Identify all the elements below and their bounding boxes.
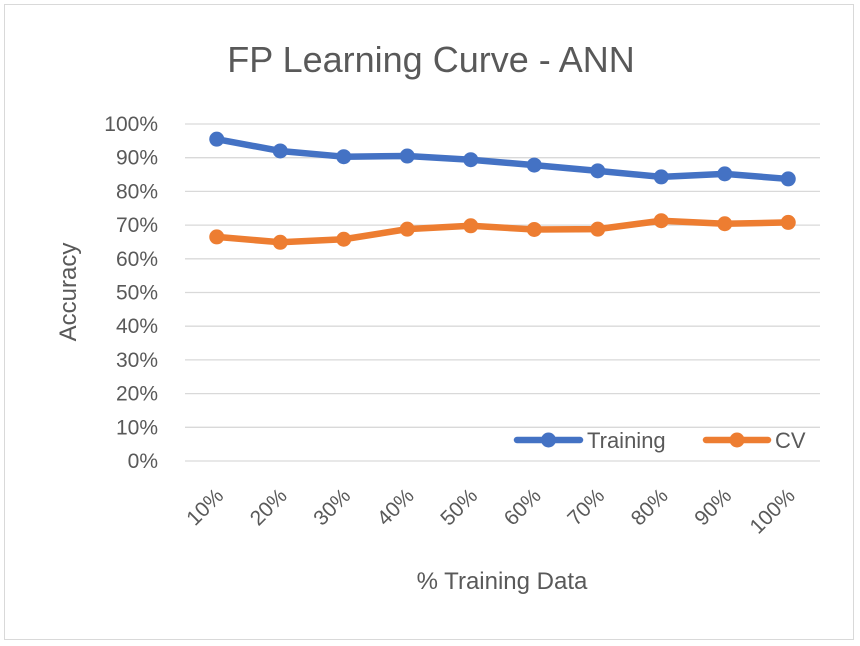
data-point-training xyxy=(272,143,288,159)
legend-marker-training xyxy=(541,432,556,448)
y-tick-label: 30% xyxy=(116,349,158,372)
data-point-cv xyxy=(399,221,415,237)
y-tick-label: 40% xyxy=(116,315,158,338)
x-tick-label: 60% xyxy=(500,484,546,530)
y-tick-label: 60% xyxy=(116,248,158,271)
data-point-training xyxy=(463,152,479,168)
x-tick-label: 80% xyxy=(627,484,673,530)
y-tick-label: 10% xyxy=(116,416,158,439)
y-tick-label: 50% xyxy=(116,282,158,305)
x-tick-label: 90% xyxy=(690,484,736,530)
x-tick-label: 40% xyxy=(373,484,419,530)
data-point-cv xyxy=(590,221,606,237)
x-tick-label: 70% xyxy=(563,484,609,530)
y-tick-label: 20% xyxy=(116,383,158,406)
data-point-training xyxy=(590,163,606,179)
data-point-training xyxy=(653,169,669,185)
legend-label-training: Training xyxy=(587,428,666,453)
data-point-cv xyxy=(463,218,479,234)
legend: Training CV xyxy=(513,428,806,453)
data-point-cv xyxy=(209,229,225,245)
y-tick-label: 70% xyxy=(116,214,158,237)
chart-title: FP Learning Curve - ANN xyxy=(227,39,635,80)
x-axis-title: % Training Data xyxy=(417,568,588,595)
series-training xyxy=(209,131,796,187)
chart-frame xyxy=(4,4,854,640)
data-point-training xyxy=(717,166,733,182)
legend-item-training: Training xyxy=(513,428,666,453)
x-tick-label: 10% xyxy=(182,484,228,530)
data-point-cv xyxy=(526,221,542,237)
legend-marker-cv xyxy=(729,432,745,448)
series-line-cv xyxy=(213,217,792,246)
x-tick-label: 20% xyxy=(246,484,292,530)
y-tick-label: 100% xyxy=(104,113,158,136)
x-tick-label: 50% xyxy=(436,484,482,530)
x-axis-tick-labels: 10% 20% 30% 40% 50% 60% 70% 80% 90% 100% xyxy=(182,484,799,538)
x-tick-label: 100% xyxy=(746,484,800,538)
data-point-cv xyxy=(717,216,733,232)
data-point-training xyxy=(336,149,352,165)
x-tick-label: 30% xyxy=(309,484,355,530)
data-point-training xyxy=(780,171,796,187)
y-tick-label: 0% xyxy=(128,450,158,473)
y-axis-title: Accuracy xyxy=(55,243,82,342)
data-point-cv xyxy=(272,234,288,250)
data-point-cv xyxy=(336,231,352,247)
legend-label-cv: CV xyxy=(775,428,806,453)
data-point-training xyxy=(209,131,225,147)
y-tick-label: 90% xyxy=(116,147,158,170)
gridlines xyxy=(185,123,820,462)
data-point-training xyxy=(399,148,415,164)
data-point-cv xyxy=(653,213,669,229)
series-line-training xyxy=(213,135,792,183)
y-tick-label: 80% xyxy=(116,180,158,203)
series-cv xyxy=(209,213,796,250)
data-point-cv xyxy=(780,214,796,230)
data-point-training xyxy=(526,157,542,173)
legend-item-cv: CV xyxy=(702,428,806,453)
y-axis-tick-labels: 0% 10% 20% 30% 40% 50% 60% 70% 80% 90% 100% xyxy=(104,113,158,473)
series-lines xyxy=(209,131,796,250)
